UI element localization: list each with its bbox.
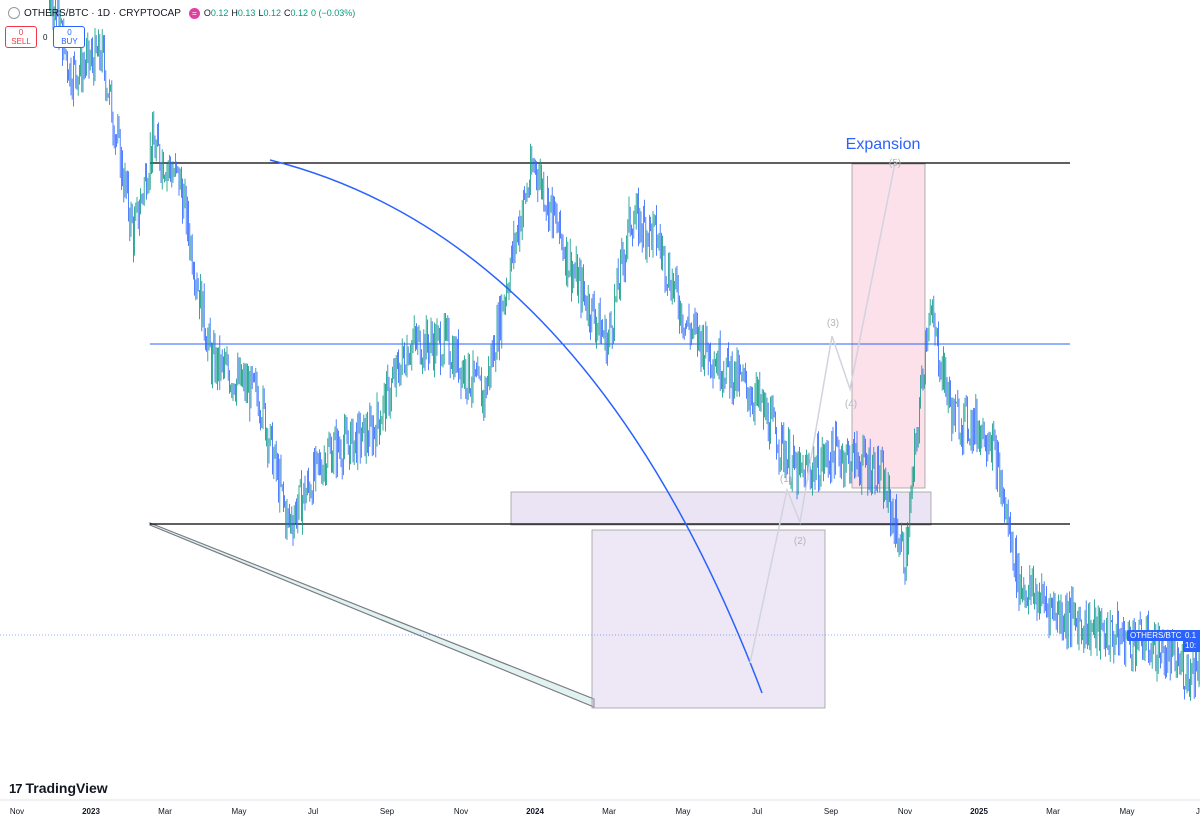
resistance-arc[interactable] xyxy=(269,159,763,694)
last-price-value: 0.1 xyxy=(1185,631,1197,640)
time-axis-tick: May xyxy=(231,807,246,816)
accumulation-zone[interactable] xyxy=(591,529,826,709)
time-axis-tick: 2025 xyxy=(970,807,988,816)
buy-button[interactable]: 0 BUY xyxy=(53,26,86,48)
wave-label-3: (3) xyxy=(827,318,839,329)
symbol-header: OTHERS/BTC · 1D · CRYPTOCAP = O0.12 H0.1… xyxy=(8,6,355,20)
tradingview-logo-text: TradingView xyxy=(25,780,108,796)
change-value: 0 (−0.03%) xyxy=(311,8,356,18)
wave-label-4: (4) xyxy=(845,399,857,410)
time-axis-tick: Mar xyxy=(1046,807,1060,816)
close-key: C xyxy=(284,8,291,18)
buy-price: 0 xyxy=(67,28,72,37)
time-axis-tick: Mar xyxy=(602,807,616,816)
close-value: 0.12 xyxy=(290,8,309,18)
trade-panel: 0 SELL 0 0 BUY xyxy=(5,26,86,48)
open-value: 0.12 xyxy=(210,8,229,18)
expansion-label: Expansion xyxy=(846,136,921,153)
symbol-price-tag: OTHERS/BTC xyxy=(1127,630,1185,641)
time-axis-tick: Jul xyxy=(752,807,762,816)
resistance-zone[interactable] xyxy=(510,491,932,526)
wave-label-2: (2) xyxy=(794,536,806,547)
bar-countdown: 10: xyxy=(1185,641,1197,650)
wave-label-1: (1) xyxy=(780,474,792,485)
time-axis-tick: May xyxy=(675,807,690,816)
low-value: 0.12 xyxy=(263,8,281,18)
high-key: H xyxy=(231,8,238,18)
wave-projection-path[interactable] xyxy=(749,162,896,664)
time-axis-tick: Sep xyxy=(824,807,839,816)
candlestick-series xyxy=(49,0,1200,701)
buy-label: BUY xyxy=(61,37,78,46)
sell-label: SELL xyxy=(11,37,31,46)
last-price-label: 0.1 10: xyxy=(1183,630,1200,652)
sell-price: 0 xyxy=(18,28,24,37)
descending-wedge[interactable] xyxy=(149,522,595,708)
time-axis-tick: 2024 xyxy=(526,807,544,816)
tradingview-logo-icon: 17 xyxy=(9,780,23,796)
tradingview-logo[interactable]: 17 TradingView xyxy=(9,780,108,796)
time-axis-tick: Jul xyxy=(1196,807,1200,816)
spread-value: 0 xyxy=(43,32,48,42)
low-key: L xyxy=(258,8,264,18)
ohlc-values: O0.12 H0.13 L0.12 C0.12 0 (−0.03%) xyxy=(204,8,355,18)
time-axis-tick: Nov xyxy=(454,807,468,816)
symbol-title[interactable]: OTHERS/BTC · 1D · CRYPTOCAP xyxy=(24,7,181,19)
time-axis-tick: Nov xyxy=(10,807,24,816)
market-status-icon: = xyxy=(188,7,200,19)
time-axis-tick: Mar xyxy=(158,807,172,816)
time-axis-tick: Sep xyxy=(380,807,395,816)
high-value: 0.13 xyxy=(237,8,256,18)
time-axis-tick: Nov xyxy=(898,807,912,816)
time-axis-tick: 2023 xyxy=(82,807,100,816)
wave-label-5: (5) xyxy=(889,158,901,169)
symbol-logo-icon xyxy=(8,7,20,19)
time-axis-tick: Jul xyxy=(308,807,318,816)
time-axis[interactable]: Nov 2023 Mar May Jul Sep Nov 2024 Mar May Jul Sep No… xyxy=(10,807,1200,816)
expansion-target-box[interactable] xyxy=(851,163,926,489)
time-axis-tick: May xyxy=(1119,807,1134,816)
open-key: O xyxy=(203,8,211,18)
sell-button[interactable]: 0 SELL xyxy=(5,26,37,48)
